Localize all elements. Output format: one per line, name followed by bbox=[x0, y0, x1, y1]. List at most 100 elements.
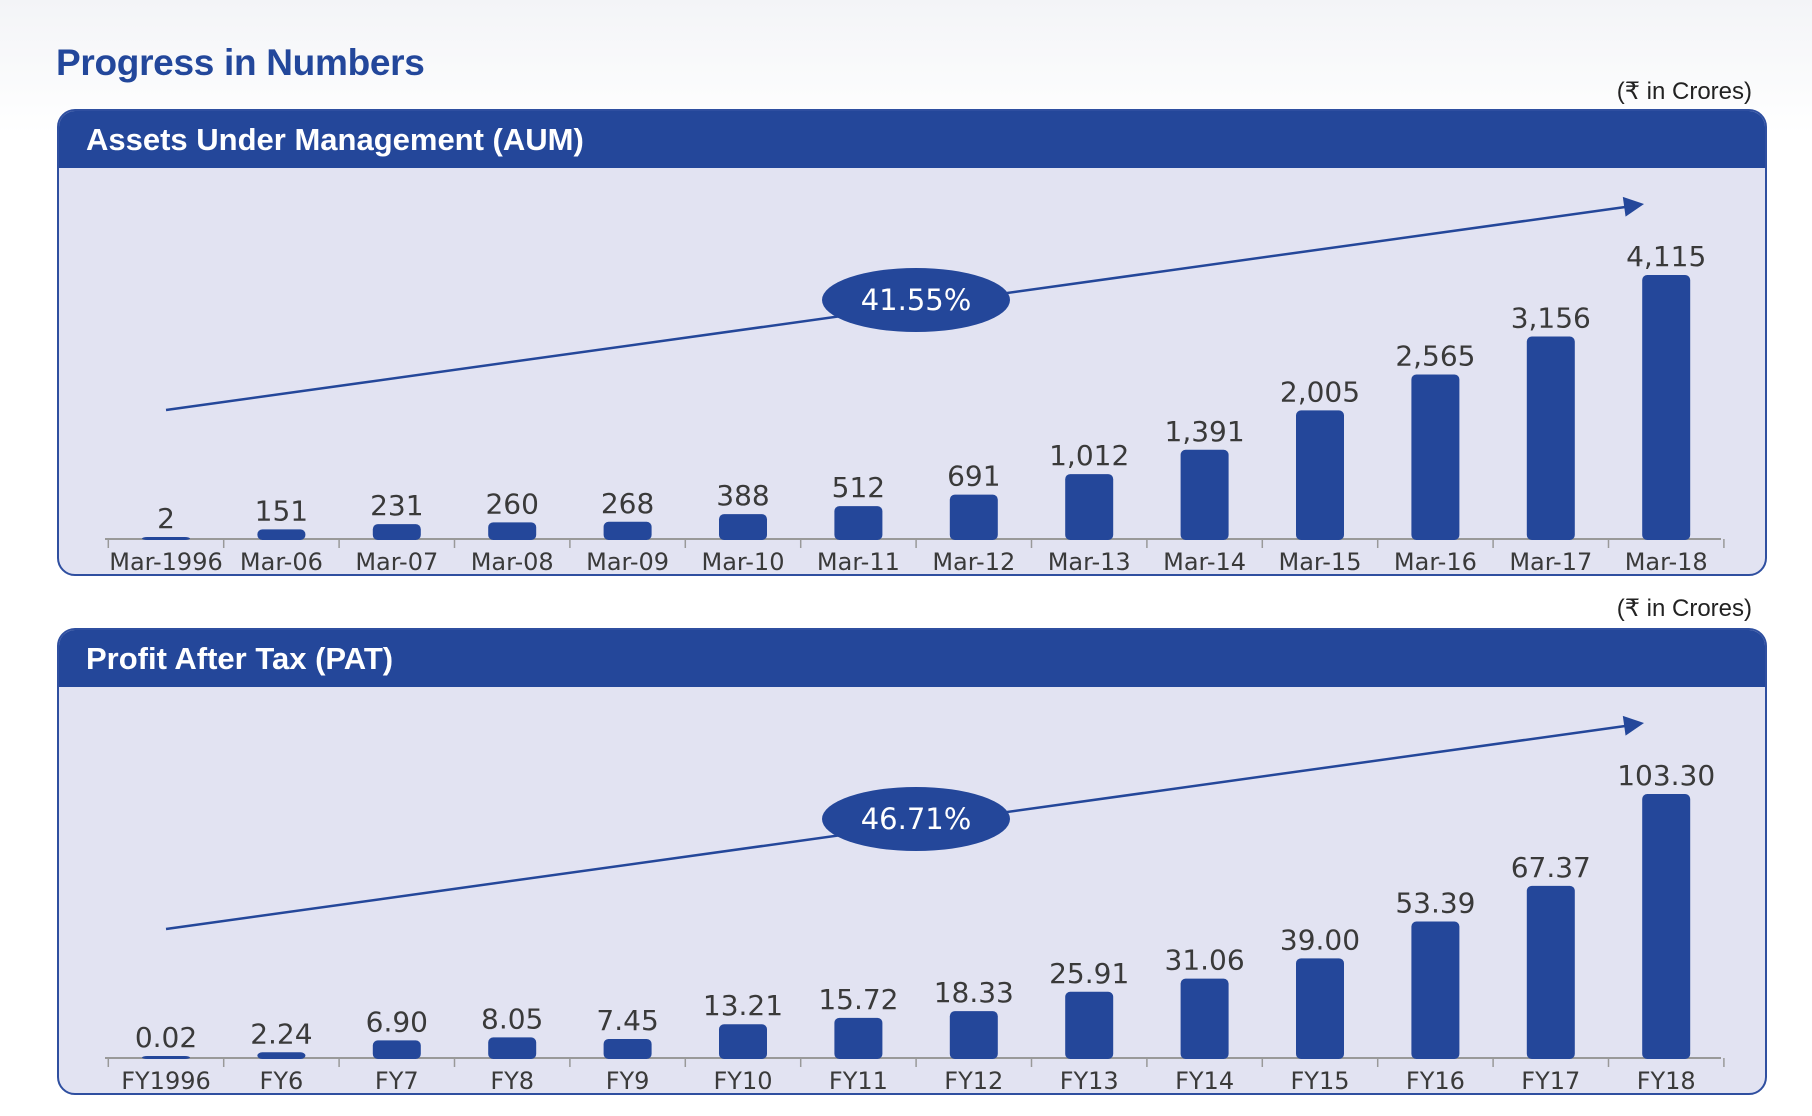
pat-category-label: FY6 bbox=[260, 1067, 304, 1095]
aum-chart-panel: Assets Under Management (AUM) 2 Mar-1996 1… bbox=[57, 109, 1767, 576]
aum-value-label: 4,115 bbox=[1626, 240, 1706, 273]
pat-bar bbox=[1296, 958, 1344, 1059]
aum-bar bbox=[834, 506, 883, 540]
aum-category-label: Mar-09 bbox=[586, 548, 669, 576]
aum-bar bbox=[488, 522, 537, 540]
aum-chart-title: Assets Under Management (AUM) bbox=[59, 111, 1765, 168]
pat-category-label: FY16 bbox=[1406, 1067, 1465, 1095]
page-title: Progress in Numbers bbox=[56, 42, 425, 83]
pat-category-label: FY1996 bbox=[121, 1067, 211, 1095]
aum-bar bbox=[1526, 336, 1575, 540]
pat-value-label: 8.05 bbox=[481, 1002, 543, 1035]
aum-bar bbox=[719, 514, 767, 540]
aum-bar bbox=[142, 537, 190, 540]
pat-category-label: FY9 bbox=[606, 1067, 650, 1095]
aum-value-label: 231 bbox=[370, 489, 423, 522]
pat-value-label: 15.72 bbox=[818, 983, 898, 1016]
pat-bar bbox=[1411, 921, 1460, 1059]
pat-category-label: FY12 bbox=[944, 1067, 1003, 1095]
pat-category-label: FY14 bbox=[1175, 1067, 1234, 1095]
aum-category-label: Mar-1996 bbox=[109, 548, 222, 576]
aum-category-label: Mar-14 bbox=[1163, 548, 1246, 576]
pat-value-label: 39.00 bbox=[1280, 923, 1360, 956]
pat-bar bbox=[1526, 885, 1575, 1059]
aum-value-label: 512 bbox=[832, 471, 885, 504]
pat-growth-label: 46.71% bbox=[861, 802, 972, 836]
aum-category-label: Mar-15 bbox=[1279, 548, 1362, 576]
pat-bar bbox=[372, 1040, 421, 1059]
pat-value-label: 103.30 bbox=[1617, 759, 1715, 792]
pat-value-label: 18.33 bbox=[934, 976, 1014, 1009]
aum-category-label: Mar-16 bbox=[1394, 548, 1477, 576]
pat-category-label: FY15 bbox=[1290, 1067, 1349, 1095]
pat-bar-chart: 0.02 FY1996 2.24 FY6 6.90 FY7 8.05 FY8 7.45 FY9 13… bbox=[105, 715, 1725, 1095]
aum-value-label: 1,012 bbox=[1049, 439, 1129, 472]
pat-value-label: 6.90 bbox=[366, 1005, 428, 1038]
pat-bar bbox=[1065, 991, 1114, 1059]
pat-bar bbox=[488, 1037, 537, 1059]
aum-value-label: 151 bbox=[255, 494, 308, 527]
pat-bar bbox=[142, 1056, 190, 1059]
aum-bar-chart: 2 Mar-1996 151 Mar-06 231 Mar-07 260 Mar-08 268 M… bbox=[105, 196, 1725, 576]
aum-bar bbox=[1296, 410, 1344, 540]
pat-category-label: FY11 bbox=[829, 1067, 888, 1095]
aum-bar bbox=[603, 521, 652, 540]
pat-value-label: 67.37 bbox=[1511, 851, 1591, 884]
aum-category-label: Mar-10 bbox=[702, 548, 785, 576]
aum-category-label: Mar-17 bbox=[1509, 548, 1592, 576]
pat-growth-badge bbox=[822, 787, 1010, 851]
aum-bar bbox=[372, 524, 421, 540]
aum-bar bbox=[1065, 474, 1114, 540]
aum-bar bbox=[257, 529, 306, 540]
pat-trend-arrowhead bbox=[1622, 715, 1644, 736]
aum-value-label: 2,565 bbox=[1395, 339, 1475, 372]
aum-value-label: 260 bbox=[485, 487, 538, 520]
aum-value-label: 388 bbox=[716, 479, 769, 512]
pat-chart-panel: Profit After Tax (PAT) 0.02 FY1996 2.24 FY6… bbox=[57, 628, 1767, 1095]
pat-bar bbox=[834, 1017, 883, 1059]
aum-bar bbox=[949, 494, 998, 540]
pat-category-label: FY13 bbox=[1060, 1067, 1119, 1095]
aum-value-label: 2,005 bbox=[1280, 375, 1360, 408]
pat-value-label: 25.91 bbox=[1049, 957, 1129, 990]
pat-category-label: FY8 bbox=[490, 1067, 534, 1095]
aum-bar bbox=[1642, 275, 1691, 540]
aum-growth-badge bbox=[822, 268, 1010, 332]
pat-bar bbox=[949, 1011, 998, 1059]
pat-chart-title: Profit After Tax (PAT) bbox=[59, 630, 1765, 687]
aum-value-label: 268 bbox=[601, 487, 654, 520]
aum-bar bbox=[1411, 374, 1460, 540]
aum-category-label: Mar-12 bbox=[932, 548, 1015, 576]
aum-unit-note: (₹ in Crores) bbox=[1616, 78, 1752, 105]
aum-category-label: Mar-08 bbox=[471, 548, 554, 576]
aum-value-label: 1,391 bbox=[1165, 415, 1245, 448]
pat-value-label: 7.45 bbox=[596, 1004, 658, 1037]
aum-value-label: 691 bbox=[947, 460, 1000, 493]
aum-category-label: Mar-18 bbox=[1625, 548, 1708, 576]
aum-trend-arrowhead bbox=[1622, 196, 1644, 217]
aum-value-label: 3,156 bbox=[1511, 302, 1591, 335]
pat-unit-note: (₹ in Crores) bbox=[1616, 595, 1752, 622]
aum-growth-label: 41.55% bbox=[861, 283, 972, 317]
pat-value-label: 31.06 bbox=[1165, 944, 1245, 977]
pat-category-label: FY17 bbox=[1521, 1067, 1580, 1095]
aum-bar bbox=[1180, 449, 1229, 540]
pat-category-label: FY18 bbox=[1637, 1067, 1696, 1095]
pat-bar bbox=[603, 1038, 652, 1059]
pat-value-label: 53.39 bbox=[1395, 887, 1475, 920]
pat-bar bbox=[257, 1052, 306, 1059]
aum-category-label: Mar-11 bbox=[817, 548, 900, 576]
aum-value-label: 2 bbox=[157, 502, 175, 535]
pat-value-label: 13.21 bbox=[703, 989, 783, 1022]
pat-bar bbox=[719, 1024, 767, 1059]
pat-category-label: FY10 bbox=[713, 1067, 772, 1095]
pat-value-label: 0.02 bbox=[135, 1021, 197, 1054]
aum-category-label: Mar-06 bbox=[240, 548, 323, 576]
pat-value-label: 2.24 bbox=[250, 1017, 312, 1050]
pat-bar bbox=[1642, 794, 1691, 1059]
aum-category-label: Mar-13 bbox=[1048, 548, 1131, 576]
aum-category-label: Mar-07 bbox=[355, 548, 438, 576]
pat-category-label: FY7 bbox=[375, 1067, 419, 1095]
pat-bar bbox=[1180, 978, 1229, 1059]
